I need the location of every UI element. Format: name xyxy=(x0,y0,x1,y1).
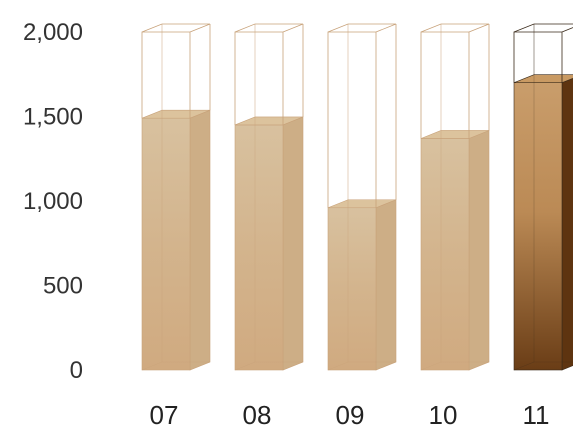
container-front-outline xyxy=(141,31,191,119)
y-tick-label: 500 xyxy=(43,273,83,300)
container-front-outline xyxy=(420,31,470,139)
bar-base-edge xyxy=(327,361,349,371)
bar-front xyxy=(141,117,191,371)
x-tick-label: 07 xyxy=(150,400,179,426)
y-tick-label: 2,000 xyxy=(23,19,83,46)
y-axis: 0 500 1,000 1,500 2,000 xyxy=(23,19,83,384)
bar-11 xyxy=(513,23,573,371)
x-tick-label: 11 xyxy=(523,400,550,426)
container-top-outline xyxy=(141,23,211,33)
bar-side xyxy=(282,116,304,371)
x-tick-label: 08 xyxy=(243,400,272,426)
bar-base-edge xyxy=(420,361,442,371)
bar-front xyxy=(420,138,470,371)
bar-front xyxy=(513,82,563,371)
bar-back-edges xyxy=(533,74,573,363)
bar-08 xyxy=(234,23,304,371)
bar-base-edge xyxy=(234,361,256,371)
bar-side xyxy=(375,199,397,371)
bar-front xyxy=(234,124,284,371)
bar-side xyxy=(561,77,573,371)
bar-base-edge xyxy=(513,361,535,371)
x-tick-label: 10 xyxy=(429,400,458,426)
y-tick-label: 1,500 xyxy=(23,104,83,131)
bar-09 xyxy=(327,23,397,371)
bar-front xyxy=(327,207,377,371)
bar-side xyxy=(468,130,490,371)
x-tick-label: 09 xyxy=(336,400,365,426)
y-tick-label: 0 xyxy=(70,357,83,384)
y-tick-label: 1,000 xyxy=(23,188,83,215)
container-front-outline xyxy=(234,31,284,125)
bar-10 xyxy=(420,23,490,371)
container-top-outline xyxy=(234,23,304,33)
container-top-outline xyxy=(420,23,490,33)
bar-top xyxy=(513,74,573,83)
bars xyxy=(141,23,573,371)
bar-side xyxy=(189,109,211,371)
container-front-outline xyxy=(327,31,377,208)
container-top-outline xyxy=(327,23,397,33)
bar-base-edge xyxy=(141,361,163,371)
container-top-outline xyxy=(513,23,573,33)
x-axis: 07 08 09 10 11 xyxy=(150,400,550,426)
bar-07 xyxy=(141,23,211,371)
container-front-outline xyxy=(513,31,563,83)
